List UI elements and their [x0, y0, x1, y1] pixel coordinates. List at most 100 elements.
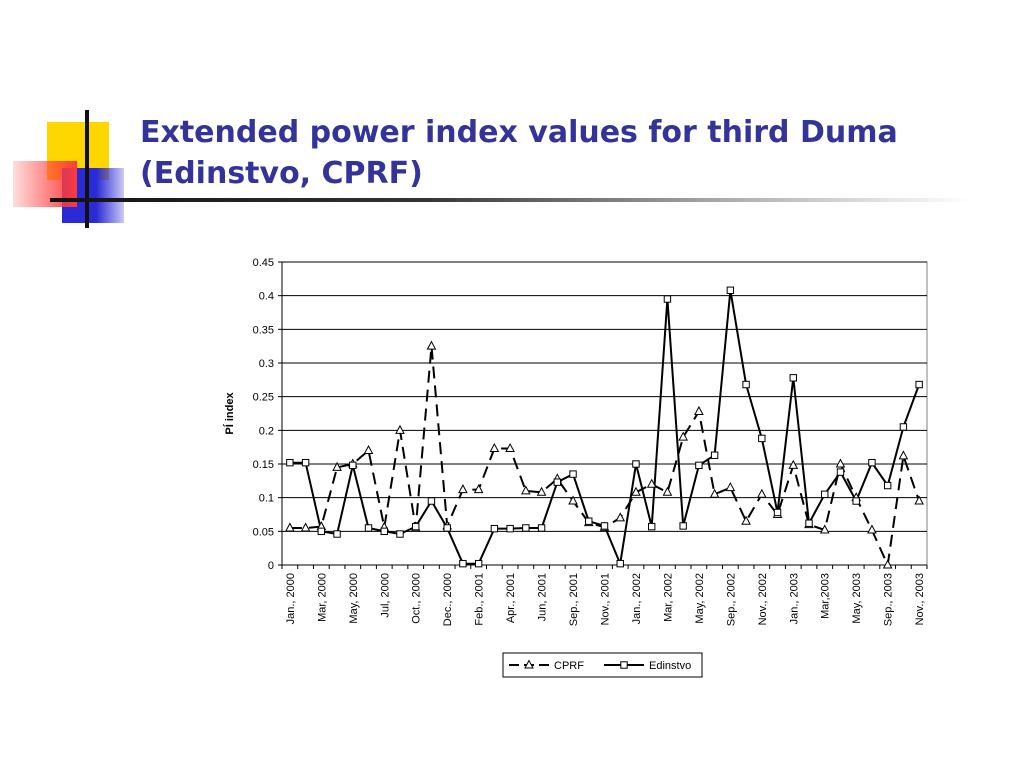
y-tick-label: 0.25 — [253, 392, 274, 404]
data-point-cprf — [678, 431, 688, 441]
data-point-cprf — [458, 484, 468, 494]
x-tick-label: Jul, 2000 — [379, 573, 391, 618]
data-point-edinstvo — [537, 524, 546, 532]
y-tick-label: 0.1 — [259, 493, 274, 505]
data-point-edinstvo — [616, 559, 624, 568]
data-point-edinstvo — [726, 286, 735, 294]
series-markers — [285, 286, 924, 569]
x-tick-label: Nov., 2003 — [914, 573, 926, 625]
data-point-edinstvo — [632, 460, 640, 468]
data-point-edinstvo — [474, 559, 483, 568]
x-tick-label: Jan., 2000 — [285, 573, 297, 624]
x-tick-label: Sep., 2001 — [568, 573, 580, 626]
data-point-cprf — [395, 424, 405, 434]
data-point-cprf — [473, 484, 484, 494]
data-point-cprf — [631, 486, 641, 496]
x-tick-label: Mar, 2002 — [662, 573, 674, 622]
data-point-edinstvo — [553, 478, 562, 486]
x-tick-label: Dec., 2000 — [442, 573, 454, 626]
data-point-cprf — [662, 486, 673, 496]
x-tick-label: Nov., 2002 — [757, 573, 769, 625]
data-point-cprf — [898, 450, 909, 460]
y-tick-label: 0.4 — [259, 291, 274, 303]
x-tick-label: Sep., 2003 — [883, 573, 895, 626]
data-point-edinstvo — [412, 522, 420, 531]
data-point-edinstvo — [317, 527, 326, 536]
legend-box — [502, 652, 703, 678]
data-point-cprf — [615, 512, 626, 522]
data-point-edinstvo — [883, 481, 892, 490]
data-point-cprf — [756, 488, 767, 498]
x-tick-label: Nov., 2001 — [600, 573, 612, 625]
axes: 0 0.05 0.1 0.15 0.2 0.25 0.3 0.35 0.4 0.45 Jan., 2… — [223, 257, 928, 626]
x-tick-label: Apr., 2001 — [505, 573, 517, 623]
data-point-edinstvo — [286, 458, 294, 467]
x-tick-label: Jan., 2002 — [631, 573, 643, 624]
data-point-cprf — [835, 458, 846, 468]
data-point-edinstvo — [663, 295, 672, 303]
data-point-edinstvo — [868, 458, 876, 467]
data-point-edinstvo — [852, 497, 860, 505]
data-point-edinstvo — [821, 490, 829, 499]
legend-label-edinstvo: Edinstvo — [649, 660, 691, 672]
y-tick-label: 0.45 — [253, 257, 274, 269]
data-point-edinstvo — [443, 524, 451, 532]
data-point-edinstvo — [789, 374, 797, 382]
data-point-cprf — [882, 559, 893, 569]
data-point-cprf — [505, 442, 515, 453]
data-point-cprf — [536, 486, 547, 496]
data-point-cprf — [709, 488, 720, 498]
data-point-edinstvo — [396, 530, 404, 538]
data-point-edinstvo — [805, 519, 813, 527]
x-tick-label: Jan., 2003 — [788, 573, 800, 624]
x-tick-label: Oct., 2000 — [411, 573, 423, 624]
legend-marker-edinstvo — [620, 661, 628, 669]
x-tick-label: Mar, 2000 — [316, 573, 328, 622]
data-point-edinstvo — [585, 517, 593, 525]
data-point-edinstvo — [301, 458, 310, 467]
plot-area-border — [281, 261, 928, 566]
data-point-cprf — [521, 485, 531, 495]
data-point-cprf — [694, 405, 704, 415]
data-point-edinstvo — [915, 380, 923, 389]
data-point-cprf — [568, 495, 578, 505]
y-tick-label: 0.05 — [253, 526, 274, 538]
line-chart: 0 0.05 0.1 0.15 0.2 0.25 0.3 0.35 0.4 0.45 Jan., 2… — [223, 257, 928, 678]
y-tick-label: 0.15 — [253, 459, 274, 471]
data-point-edinstvo — [695, 461, 703, 470]
data-point-edinstvo — [380, 527, 388, 536]
data-point-edinstvo — [836, 468, 845, 476]
x-tick-label: May, 2003 — [851, 573, 863, 624]
data-point-edinstvo — [506, 524, 514, 533]
data-point-edinstvo — [333, 530, 341, 538]
data-point-edinstvo — [647, 522, 656, 531]
data-point-edinstvo — [364, 524, 373, 532]
data-point-edinstvo — [569, 470, 577, 478]
x-tick-label: Sep., 2002 — [725, 573, 737, 626]
y-axis-label: PÍ index — [223, 392, 236, 435]
data-point-edinstvo — [899, 423, 908, 431]
data-point-edinstvo — [600, 522, 609, 530]
data-point-edinstvo — [742, 380, 750, 389]
slide-title-line2: (Edinstvo, CPRF) — [140, 156, 423, 191]
data-point-edinstvo — [758, 434, 766, 443]
data-point-edinstvo — [710, 451, 719, 459]
data-point-edinstvo — [349, 461, 357, 470]
legend-label-cprf: CPRF — [554, 660, 584, 672]
data-point-cprf — [426, 340, 437, 350]
x-tick-label: Jun, 2001 — [537, 573, 549, 621]
y-tick-label: 0 — [268, 560, 274, 572]
slide-title: Extended power index values for third Du… — [140, 112, 1000, 194]
data-point-edinstvo — [427, 497, 436, 505]
decor-vertical-line — [85, 110, 89, 228]
x-tick-label: Feb., 2001 — [474, 573, 486, 626]
x-tick-label: May, 2002 — [694, 573, 706, 624]
data-point-cprf — [725, 482, 736, 492]
data-point-edinstvo — [490, 524, 499, 533]
gridlines — [281, 261, 928, 566]
data-point-cprf — [285, 522, 295, 532]
legend-marker-cprf — [524, 659, 534, 669]
slide-title-line1: Extended power index values for third Du… — [140, 115, 898, 150]
data-point-cprf — [332, 461, 342, 471]
x-tick-label: Mar,2003 — [820, 573, 832, 619]
